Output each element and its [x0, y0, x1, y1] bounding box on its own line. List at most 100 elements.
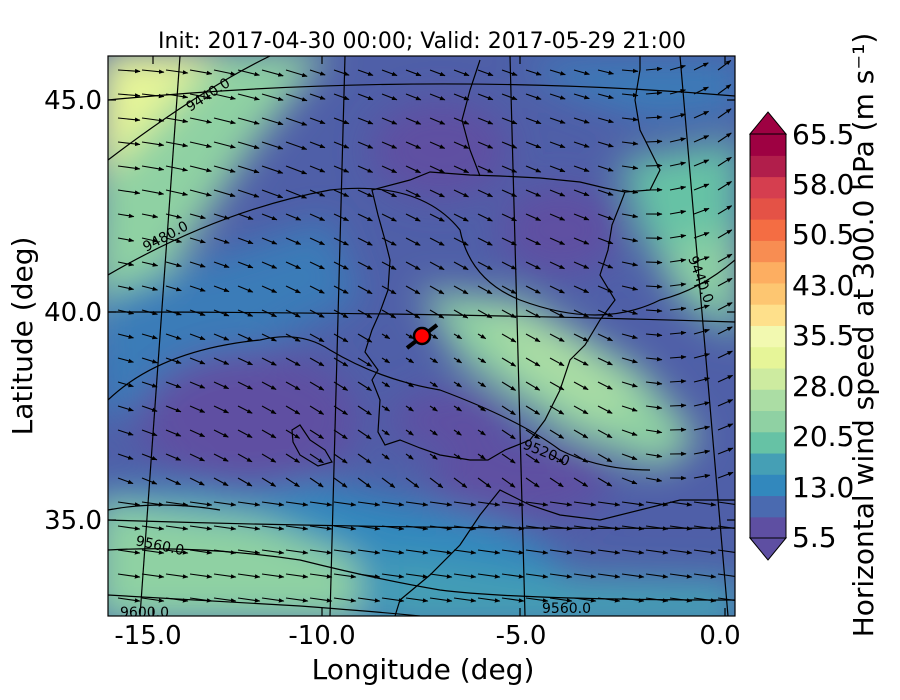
y-tick-label: 35.0 [44, 506, 102, 536]
wind-arrow [573, 69, 590, 76]
wind-arrow [693, 232, 710, 239]
wind-arrow [165, 189, 189, 196]
wind-arrow [213, 189, 236, 197]
wind-arrow [213, 477, 229, 487]
wind-arrow [693, 183, 710, 191]
colorbar-segment [750, 346, 786, 369]
wind-arrow [501, 573, 525, 579]
wind-arrow [309, 333, 325, 343]
wind-arrow [261, 237, 278, 245]
colorbar-segments [750, 134, 786, 539]
wind-arrow [285, 525, 309, 531]
wind-arrow [429, 597, 453, 603]
wind-arrow [405, 381, 414, 388]
wind-arrow [261, 477, 277, 487]
wind-arrow [669, 549, 693, 555]
contour-label: 9600.0 [120, 605, 169, 621]
wind-arrow [141, 357, 158, 364]
wind-arrow [525, 333, 541, 343]
wind-arrow [189, 381, 206, 389]
africa-coastline [394, 489, 735, 616]
wind-arrow [453, 165, 470, 174]
wind-arrow [477, 213, 493, 222]
wind-arrow [261, 69, 284, 77]
wind-arrow [669, 185, 687, 191]
iberia-coastline [364, 171, 626, 461]
wind-arrow [645, 139, 663, 144]
wind-arrow [261, 549, 285, 555]
wind-arrow [429, 381, 438, 388]
wind-arrow [117, 357, 134, 364]
wind-arrow [477, 309, 493, 319]
wind-arrow [381, 117, 398, 125]
wind-arrow [573, 117, 590, 124]
wind-arrow [141, 141, 165, 147]
wind-arrow [621, 501, 645, 507]
wind-arrow [213, 597, 237, 603]
wind-arrow [357, 93, 374, 101]
wind-arrow [141, 501, 165, 507]
wind-arrow [165, 261, 182, 268]
wind-arrow [525, 165, 542, 173]
wind-arrow [693, 280, 710, 287]
wind-arrow [117, 261, 135, 267]
wind-arrow [693, 256, 710, 263]
wind-arrow [549, 189, 566, 197]
wind-arrow [597, 141, 614, 148]
wind-arrow [549, 93, 566, 100]
wind-arrow [525, 357, 541, 367]
wind-arrow [621, 237, 639, 243]
wind-arrow [597, 189, 614, 196]
wind-arrow [525, 501, 549, 507]
wind-arrow [381, 477, 396, 489]
colorbar-tick-label: 13.0 [792, 471, 854, 504]
wind-arrow [597, 573, 621, 579]
graticule [108, 56, 735, 616]
wind-arrow [621, 261, 639, 267]
wind-arrow [501, 213, 517, 222]
wind-arrow [429, 405, 438, 412]
wind-arrow [165, 525, 189, 531]
wind-arrow [261, 261, 278, 269]
wind-arrow [501, 501, 525, 507]
wind-arrow [405, 501, 429, 507]
wind-arrow [165, 573, 189, 579]
wind-arrow [525, 477, 540, 488]
wind-arrow [381, 429, 390, 436]
wind-arrow [597, 549, 621, 555]
wind-arrow [645, 163, 663, 168]
wind-arrow [669, 282, 687, 287]
colorbar-segment [750, 495, 786, 518]
wind-arrow [285, 93, 308, 102]
wind-arrow [669, 501, 693, 507]
wind-arrow [333, 237, 349, 246]
wind-arrow [261, 165, 284, 174]
colorbar-segment [750, 219, 786, 241]
wind-arrow [501, 237, 517, 246]
france-coastline [461, 56, 661, 193]
wind-arrow [357, 141, 374, 149]
wind-arrow [213, 501, 237, 507]
wind-arrow [525, 69, 542, 76]
wind-arrow [237, 69, 260, 77]
colorbar-segment [750, 474, 786, 497]
wind-arrow [285, 237, 302, 245]
wind-arrow [165, 237, 183, 243]
wind-arrow [405, 165, 421, 174]
plot-title: Init: 2017-04-30 00:00; Valid: 2017-05-2… [158, 29, 686, 54]
wind-arrow [717, 399, 734, 407]
wind-arrow [117, 237, 135, 243]
wind-arrow [645, 66, 663, 72]
wind-arrow [597, 213, 614, 221]
wind-arrow [597, 525, 621, 531]
wind-arrow [405, 93, 422, 101]
x-tick-labels: -15.0 -10.0 -5.0 0.0 [114, 621, 740, 651]
wind-arrow [549, 213, 566, 221]
wind-arrow [189, 477, 205, 486]
wind-arrow [189, 429, 206, 438]
wind-arrow [621, 429, 638, 436]
colorbar-tick-label: 35.5 [792, 319, 854, 352]
wind-arrow [381, 165, 398, 174]
wind-arrow [429, 213, 445, 222]
